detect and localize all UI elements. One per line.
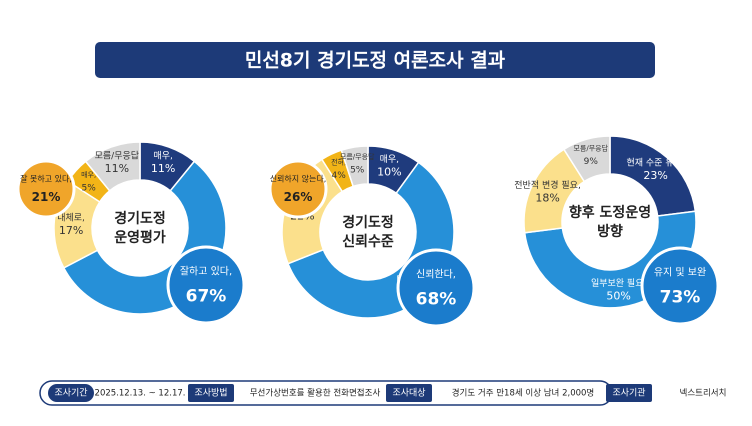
segment-label: 매우, bbox=[153, 150, 172, 161]
group-bubble bbox=[396, 248, 476, 328]
survey-value: 2025.12.13. ~ 12.17. bbox=[95, 389, 186, 399]
donut-segment bbox=[340, 145, 369, 188]
survey-value: 무선가상번호를 활용한 전화면접조사 bbox=[250, 388, 381, 399]
segment-label: 대체로, bbox=[57, 212, 85, 223]
segment-label: 전반적 변경 필요, bbox=[514, 179, 581, 191]
center-title: 방향 bbox=[597, 223, 623, 240]
survey-value: 넥스트리서치 bbox=[680, 388, 727, 399]
segment-value: 23% bbox=[643, 169, 667, 182]
survey-label-box bbox=[188, 384, 234, 402]
group-value: 26% bbox=[284, 190, 313, 204]
segment-value: 17% bbox=[59, 224, 83, 237]
group-bubble bbox=[268, 159, 328, 219]
center-title: 신뢰수준 bbox=[342, 234, 394, 250]
group-value: 73% bbox=[660, 287, 701, 307]
segment-label: 모름/무응답 bbox=[340, 152, 375, 161]
group-value: 21% bbox=[32, 190, 61, 204]
group-label: 신뢰하지 않는다, bbox=[270, 174, 327, 184]
survey-label: 조사방법 bbox=[194, 388, 227, 399]
segment-value: 5% bbox=[350, 165, 365, 175]
center-title: 경기도정 bbox=[342, 214, 394, 231]
segment-label: 매우, bbox=[81, 171, 96, 179]
survey-label-box bbox=[386, 384, 432, 402]
segment-value: 9% bbox=[584, 157, 599, 167]
segment-value: 11% bbox=[151, 162, 175, 175]
group-label: 잘 못하고 있다, bbox=[20, 174, 72, 184]
segment-value: 18% bbox=[535, 192, 559, 205]
segment-label: 현재 수준 유지, bbox=[626, 158, 684, 169]
center-title: 향후 도정운영 bbox=[569, 204, 651, 221]
survey-label: 조사기간 bbox=[54, 388, 87, 399]
page-title: 민선8기 경기도정 여론조사 결과 bbox=[245, 50, 506, 72]
donut-segment bbox=[562, 135, 611, 183]
survey-label-box bbox=[48, 384, 94, 402]
group-value: 68% bbox=[416, 289, 457, 309]
segment-value: 11% bbox=[105, 162, 129, 175]
title-bar bbox=[95, 42, 655, 78]
segment-value: 10% bbox=[377, 165, 401, 178]
segment-label: 모름/무응답 bbox=[573, 144, 608, 153]
survey-label-box bbox=[606, 384, 652, 402]
group-label: 잘하고 있다, bbox=[180, 265, 232, 278]
center-title: 경기도정 bbox=[114, 210, 166, 227]
segment-label: 일부보완 필요, bbox=[591, 277, 646, 289]
segment-label: 매우, bbox=[380, 154, 399, 165]
center-title: 운영평가 bbox=[114, 229, 166, 246]
group-bubble bbox=[166, 245, 246, 325]
group-bubble bbox=[640, 246, 720, 326]
survey-label: 조사대상 bbox=[392, 388, 425, 399]
group-label: 유지 및 보완 bbox=[654, 267, 706, 279]
survey-label: 조사기관 bbox=[612, 388, 645, 399]
segment-value: 5% bbox=[81, 183, 96, 193]
donut-segment bbox=[84, 141, 141, 192]
survey-value: 경기도 거주 만18세 이상 남녀 2,000명 bbox=[452, 388, 595, 399]
segment-value: 50% bbox=[606, 289, 630, 302]
group-label: 신뢰한다, bbox=[416, 269, 456, 281]
segment-label: 전혀, bbox=[331, 158, 346, 167]
group-bubble bbox=[16, 159, 76, 219]
segment-value: 4% bbox=[331, 171, 346, 181]
segment-label: 모름/무응답 bbox=[95, 149, 139, 161]
group-value: 67% bbox=[186, 286, 227, 306]
